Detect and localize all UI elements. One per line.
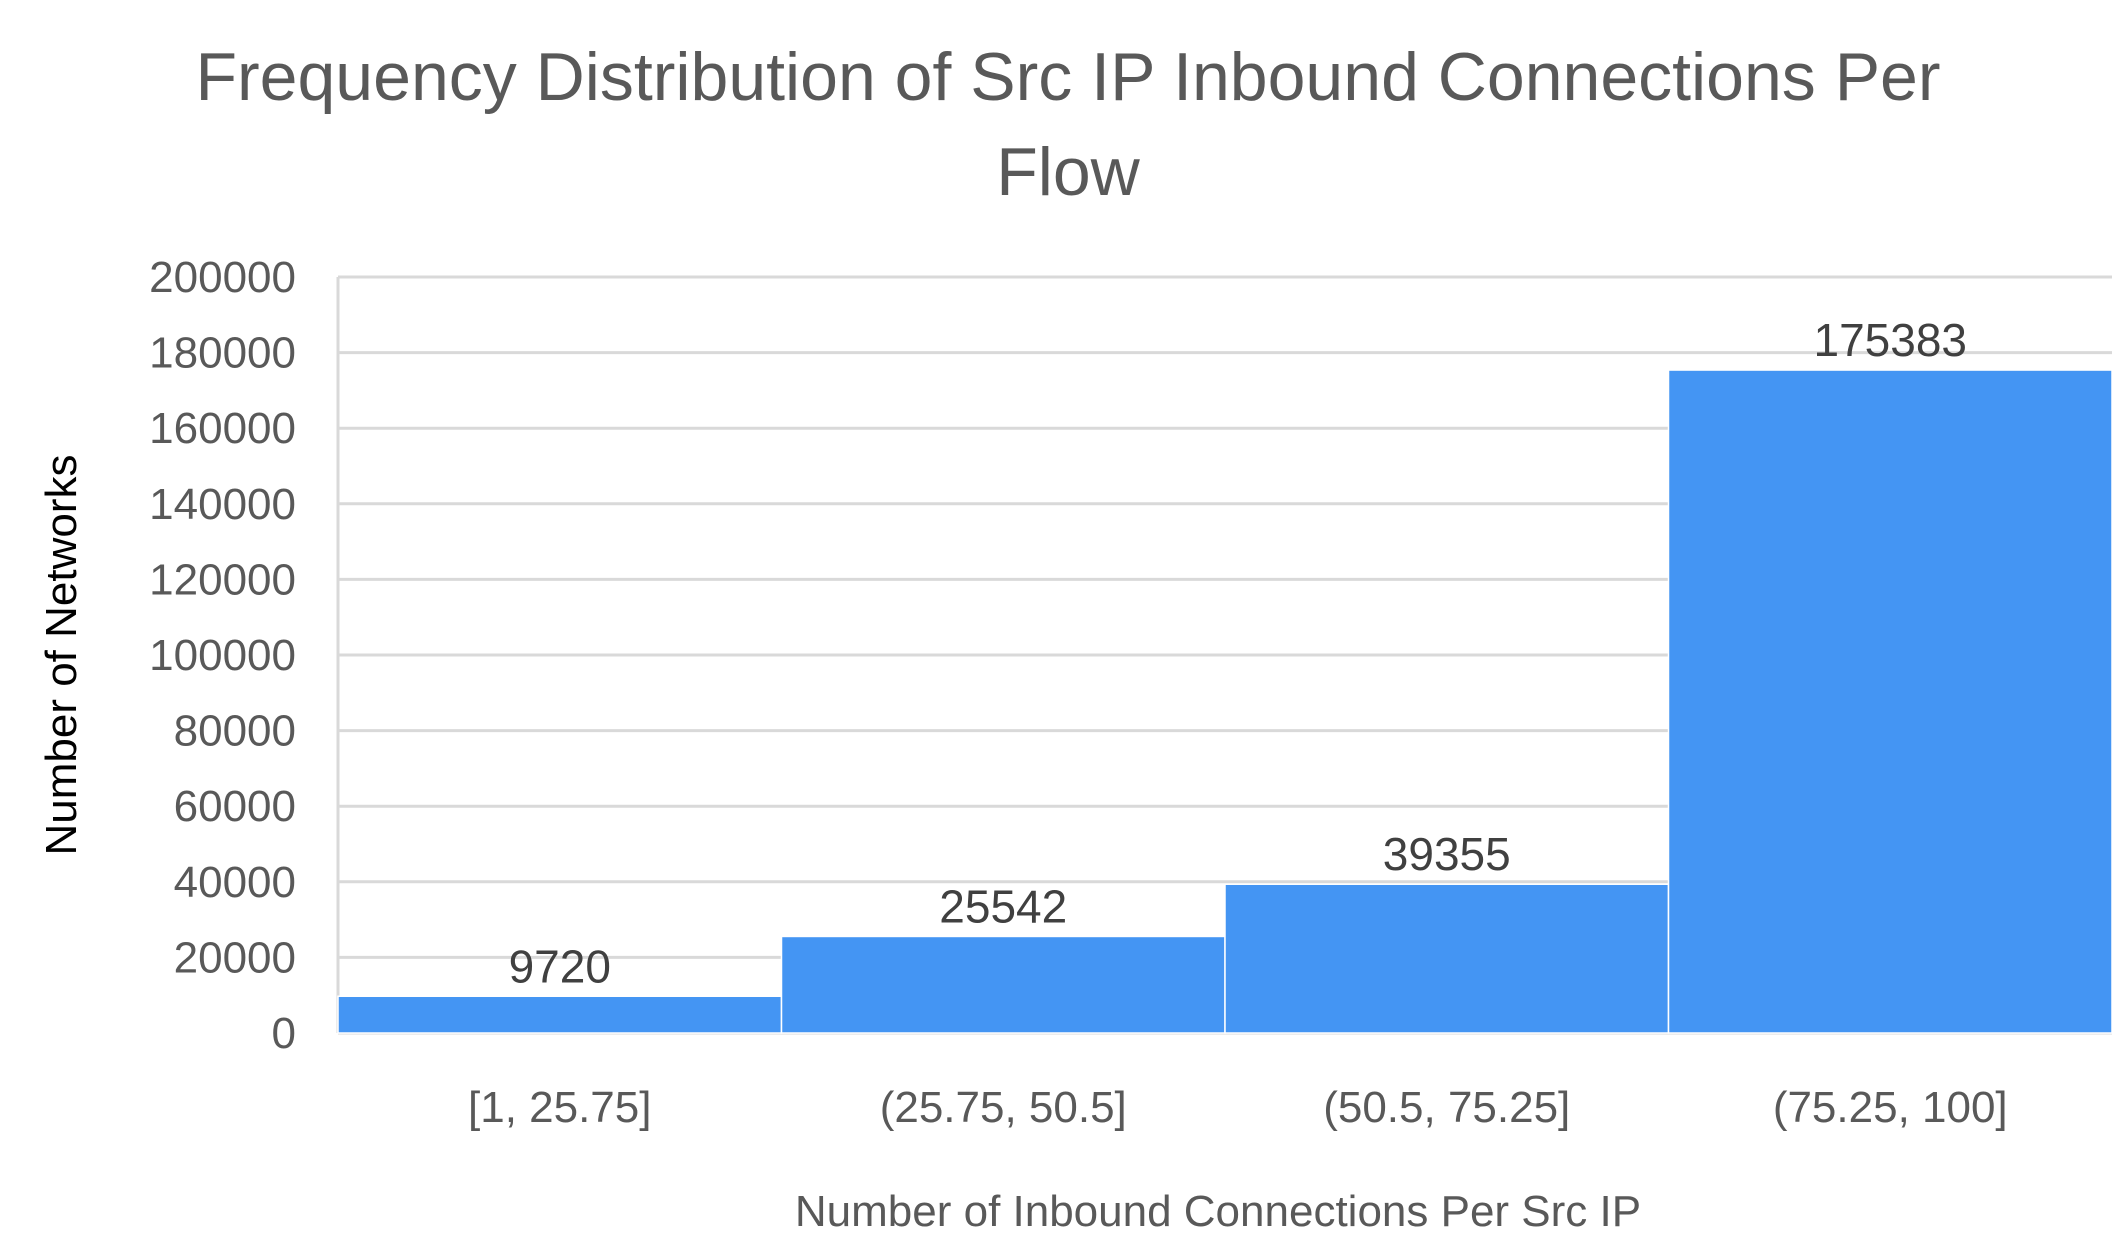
y-tick-label: 160000 [149,404,296,453]
y-tick-label: 200000 [149,253,296,302]
y-axis-title: Number of Networks [37,454,86,855]
x-axis-title: Number of Inbound Connections Per Src IP [795,1187,1641,1236]
chart-title-line-1: Frequency Distribution of Src IP Inbound… [195,39,1940,115]
y-tick-label: 60000 [174,782,296,831]
y-tick-label: 20000 [174,933,296,982]
y-tick-label: 180000 [149,329,296,378]
data-label: 9720 [509,940,611,992]
y-tick-label: 120000 [149,555,296,604]
bar [1667,369,2113,1034]
bar [780,935,1226,1034]
data-labels: 9720 25542 39355 175383 [509,314,1967,992]
chart-title-line-2: Flow [996,134,1140,210]
x-tick-label: (25.75, 50.5] [880,1083,1127,1132]
y-tick-label: 80000 [174,707,296,756]
bar [337,995,783,1034]
y-tick-label: 100000 [149,631,296,680]
y-axis-ticks: 0 20000 40000 60000 80000 100000 120000 140000 1… [149,253,296,1058]
data-label: 175383 [1814,314,1968,366]
bar [1224,883,1670,1034]
data-label: 39355 [1383,828,1511,880]
y-tick-label: 40000 [174,858,296,907]
x-axis-ticks: [1, 25.75] (25.75, 50.5] (50.5, 75.25] (75.… [468,1083,2008,1132]
data-label: 25542 [939,880,1067,932]
x-tick-label: (75.25, 100] [1773,1083,2008,1132]
x-tick-label: [1, 25.75] [468,1083,651,1132]
y-tick-label: 0 [272,1009,296,1058]
x-tick-label: (50.5, 75.25] [1323,1083,1570,1132]
bars [337,369,2113,1034]
y-tick-label: 140000 [149,480,296,529]
